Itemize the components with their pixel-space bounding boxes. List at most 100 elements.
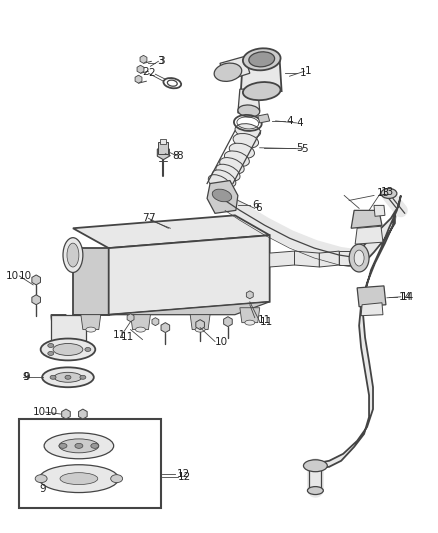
Text: 10: 10: [215, 336, 228, 346]
Polygon shape: [240, 308, 260, 322]
Ellipse shape: [63, 238, 83, 272]
Text: 9: 9: [23, 372, 30, 382]
Polygon shape: [258, 114, 270, 123]
Polygon shape: [109, 235, 270, 314]
Ellipse shape: [243, 82, 281, 100]
Polygon shape: [190, 314, 210, 329]
Text: 12: 12: [178, 472, 191, 482]
Ellipse shape: [135, 327, 145, 332]
Polygon shape: [270, 251, 294, 267]
Text: 2: 2: [142, 67, 148, 77]
Text: 3: 3: [157, 56, 164, 66]
Ellipse shape: [243, 49, 281, 70]
Ellipse shape: [212, 170, 236, 187]
Ellipse shape: [75, 443, 83, 448]
Ellipse shape: [85, 348, 91, 351]
Ellipse shape: [249, 52, 275, 67]
Polygon shape: [238, 89, 260, 113]
Polygon shape: [357, 286, 386, 307]
Ellipse shape: [91, 443, 99, 448]
Polygon shape: [131, 314, 150, 329]
Polygon shape: [32, 275, 40, 285]
Text: 7: 7: [148, 213, 155, 223]
Polygon shape: [81, 314, 101, 329]
Ellipse shape: [208, 175, 232, 192]
Text: 4: 4: [297, 118, 303, 128]
Text: 10: 10: [19, 271, 32, 281]
Polygon shape: [137, 65, 144, 73]
Ellipse shape: [59, 439, 99, 453]
Ellipse shape: [224, 151, 249, 166]
Ellipse shape: [235, 124, 261, 138]
Text: 9: 9: [39, 483, 46, 494]
Polygon shape: [196, 320, 205, 329]
Text: 9: 9: [23, 372, 29, 382]
Ellipse shape: [349, 244, 369, 272]
Ellipse shape: [381, 189, 397, 198]
Polygon shape: [355, 226, 383, 244]
Polygon shape: [157, 146, 170, 160]
Text: 10: 10: [33, 407, 46, 417]
Polygon shape: [319, 251, 339, 267]
Polygon shape: [374, 205, 385, 216]
Ellipse shape: [111, 475, 123, 482]
Ellipse shape: [354, 250, 364, 266]
Ellipse shape: [67, 243, 79, 267]
Text: 2: 2: [148, 68, 155, 78]
Ellipse shape: [86, 327, 96, 332]
Text: 7: 7: [142, 213, 148, 223]
Text: 11: 11: [260, 317, 273, 327]
Text: 8: 8: [176, 151, 183, 161]
Ellipse shape: [214, 63, 242, 82]
Text: 5: 5: [297, 143, 303, 153]
Polygon shape: [62, 409, 70, 419]
Ellipse shape: [35, 475, 47, 482]
Text: 10: 10: [45, 407, 58, 417]
Polygon shape: [32, 295, 40, 305]
Text: 14: 14: [401, 292, 414, 302]
Polygon shape: [220, 56, 250, 81]
Polygon shape: [51, 314, 86, 350]
Text: 8: 8: [172, 151, 179, 161]
Ellipse shape: [245, 320, 255, 325]
Polygon shape: [246, 291, 253, 299]
Polygon shape: [73, 302, 270, 314]
Polygon shape: [140, 55, 147, 63]
Polygon shape: [127, 314, 134, 321]
Text: 11: 11: [112, 329, 126, 340]
Text: 3: 3: [159, 56, 165, 66]
Ellipse shape: [307, 487, 323, 495]
Polygon shape: [73, 248, 109, 314]
Polygon shape: [241, 59, 282, 91]
Polygon shape: [73, 215, 270, 248]
Ellipse shape: [50, 375, 56, 379]
Text: 14: 14: [399, 292, 412, 302]
Polygon shape: [224, 317, 232, 327]
Ellipse shape: [42, 367, 94, 387]
Ellipse shape: [60, 473, 98, 484]
Polygon shape: [207, 181, 238, 213]
Polygon shape: [294, 251, 319, 267]
Ellipse shape: [41, 338, 95, 360]
Ellipse shape: [212, 189, 232, 202]
Ellipse shape: [48, 343, 54, 348]
Ellipse shape: [48, 351, 54, 356]
Ellipse shape: [216, 164, 240, 181]
Text: 11: 11: [258, 314, 271, 325]
Polygon shape: [339, 251, 359, 265]
Polygon shape: [152, 318, 159, 326]
Ellipse shape: [65, 375, 71, 379]
Text: 11: 11: [120, 332, 134, 342]
Text: 1: 1: [304, 66, 311, 76]
Ellipse shape: [53, 343, 83, 356]
Polygon shape: [314, 196, 401, 469]
Text: 6: 6: [252, 200, 258, 211]
Text: 6: 6: [255, 204, 261, 213]
Text: 1: 1: [300, 68, 306, 78]
Bar: [19, 419, 161, 508]
Bar: [160, 139, 166, 144]
Text: 5: 5: [301, 144, 308, 154]
Ellipse shape: [233, 133, 258, 148]
Text: 13: 13: [377, 189, 390, 198]
Text: 4: 4: [286, 116, 293, 126]
